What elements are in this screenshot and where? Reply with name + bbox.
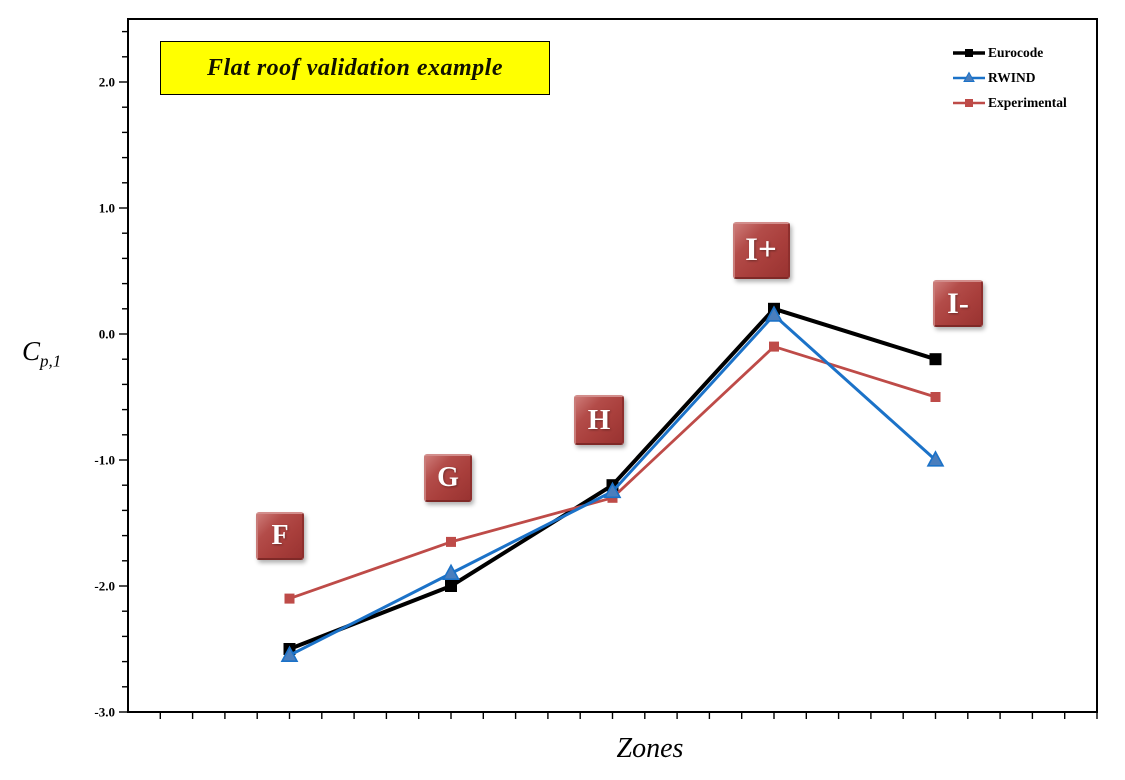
zone-label-g: G <box>424 454 472 502</box>
y-tick-label: -3.0 <box>94 705 115 720</box>
y-tick-label: 0.0 <box>99 327 115 342</box>
x-axis-label: Zones <box>616 733 684 764</box>
legend-label-rwind: RWIND <box>988 69 1036 85</box>
legend-label-experimental: Experimental <box>988 94 1067 110</box>
zone-label-f: F <box>256 512 304 560</box>
legend-item-eurocode: Eurocode <box>952 44 1067 61</box>
rwind-line-marker-icon <box>953 70 985 82</box>
eurocode-line-marker-icon <box>953 48 985 57</box>
y-tick-label: -2.0 <box>94 579 115 594</box>
y-tick-label: 1.0 <box>99 201 115 216</box>
legend-label-eurocode: Eurocode <box>988 44 1044 60</box>
y-axis-label-subscript: p,1 <box>40 351 62 371</box>
y-axis-label: Cp,1 <box>22 336 61 371</box>
chart-title: Flat roof validation example <box>160 41 550 95</box>
y-tick-label: -1.0 <box>94 453 115 468</box>
series-experimental <box>284 341 941 604</box>
chart-legend: Eurocode RWIND Experimental <box>952 44 1067 111</box>
zone-label-i-plus: I+ <box>732 222 790 279</box>
y-tick-label: 2.0 <box>99 75 115 90</box>
legend-item-rwind: RWIND <box>952 69 1067 86</box>
experimental-line-marker-icon <box>953 98 985 107</box>
series-rwind <box>280 305 945 662</box>
legend-item-experimental: Experimental <box>952 94 1067 111</box>
y-axis-label-base: C <box>22 336 41 366</box>
series-eurocode <box>283 302 942 655</box>
zone-label-h: H <box>574 395 624 445</box>
zone-label-i-minus: I- <box>933 280 983 327</box>
